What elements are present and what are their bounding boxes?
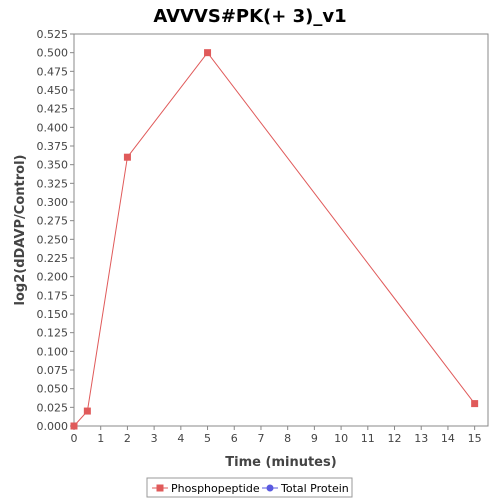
x-tick-label: 15: [468, 432, 482, 445]
x-tick-label: 3: [151, 432, 158, 445]
y-tick-label: 0.325: [37, 177, 69, 190]
x-tick-label: 10: [334, 432, 348, 445]
data-point: [204, 49, 212, 57]
x-tick-label: 14: [441, 432, 455, 445]
plot-area: [73, 33, 489, 427]
y-axis-title: log2(dDAVP/Control): [13, 155, 28, 306]
legend-label: Phosphopeptide: [171, 482, 260, 495]
y-tick-label: 0.425: [37, 103, 69, 116]
legend: Phosphopeptide Total Protein: [146, 477, 353, 498]
data-point: [471, 400, 479, 408]
legend-marker-circle: [266, 484, 274, 492]
y-tick-label: 0.125: [37, 327, 69, 340]
legend-marker-square: [156, 484, 164, 492]
legend-box: [146, 477, 353, 498]
x-axis: 0 1 2 3 4 5 6 7 8 9 10 11 12 13 14 15: [71, 426, 482, 445]
data-point: [70, 422, 78, 430]
y-tick-label: 0.225: [37, 252, 69, 265]
y-tick-label: 0.000: [37, 420, 69, 433]
y-tick-label: 0.075: [37, 364, 69, 377]
y-tick-label: 0.525: [37, 28, 69, 41]
y-tick-label: 0.050: [37, 383, 69, 396]
data-point: [83, 407, 91, 415]
y-tick-label: 0.200: [37, 271, 69, 284]
y-tick-label: 0.175: [37, 289, 69, 302]
y-tick-label: 0.375: [37, 140, 69, 153]
y-tick-label: 0.450: [37, 84, 69, 97]
x-tick-label: 1: [97, 432, 104, 445]
x-tick-label: 12: [388, 432, 402, 445]
series-layer: [70, 49, 479, 430]
data-point: [123, 153, 131, 161]
x-tick-label: 8: [284, 432, 291, 445]
y-tick-label: 0.275: [37, 215, 69, 228]
y-tick-label: 0.150: [37, 308, 69, 321]
x-tick-label: 0: [71, 432, 78, 445]
y-axis: 0.000 0.025 0.050 0.075 0.100 0.125 0.150 0.175…: [37, 28, 74, 433]
y-tick-label: 0.025: [37, 401, 69, 414]
x-tick-label: 6: [231, 432, 238, 445]
x-axis-title: Time (minutes): [225, 455, 336, 470]
x-tick-label: 9: [311, 432, 318, 445]
y-tick-label: 0.400: [37, 121, 69, 134]
legend-label: Total Protein: [280, 482, 349, 495]
chart-title: AVVVS#PK(+ 3)_v1: [153, 6, 346, 27]
x-tick-label: 2: [124, 432, 131, 445]
y-tick-label: 0.475: [37, 65, 69, 78]
x-tick-label: 5: [204, 432, 211, 445]
x-tick-label: 7: [257, 432, 264, 445]
y-tick-label: 0.500: [37, 47, 69, 60]
y-tick-label: 0.100: [37, 345, 69, 358]
y-tick-label: 0.300: [37, 196, 69, 209]
x-tick-label: 4: [177, 432, 184, 445]
y-tick-label: 0.250: [37, 233, 69, 246]
x-tick-label: 13: [414, 432, 428, 445]
x-tick-label: 11: [361, 432, 375, 445]
y-tick-label: 0.350: [37, 159, 69, 172]
